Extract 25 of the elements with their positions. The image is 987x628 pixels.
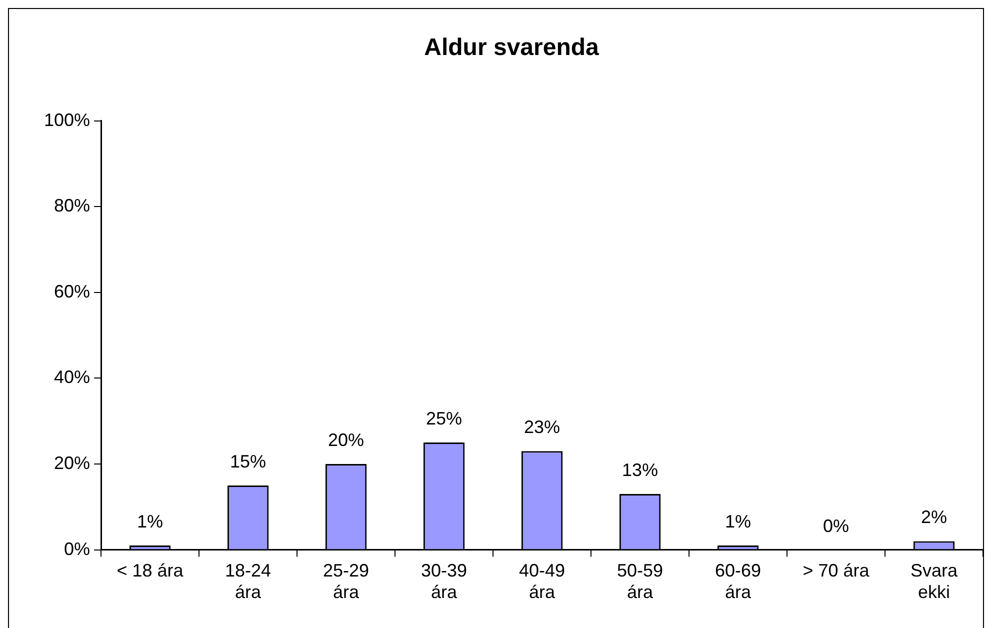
- y-tick-label: 80%: [54, 196, 90, 216]
- x-tick-label: 50-59 ára: [616, 560, 664, 602]
- x-tick-label: > 70 ára: [802, 560, 870, 581]
- data-label: 15%: [230, 451, 266, 472]
- x-tick-label: 30-39 ára: [421, 560, 468, 602]
- y-tick-label: 40%: [54, 367, 90, 388]
- y-tick-label: 100%: [44, 110, 90, 130]
- data-label: 1%: [725, 511, 752, 532]
- data-label: 25%: [426, 408, 462, 429]
- data-label: 13%: [622, 460, 658, 480]
- x-tick-label: 25-29 ára: [323, 560, 370, 602]
- x-tick-label: 18-24 ára: [225, 560, 272, 602]
- x-tick-label: 60-69 ára: [714, 560, 762, 602]
- chart-title: Aldur svarenda: [424, 34, 600, 62]
- x-tick-label: Svara ekki: [910, 560, 958, 602]
- data-label: 2%: [920, 507, 948, 528]
- x-tick-label: < 18 ára: [116, 560, 184, 581]
- data-label: 23%: [524, 417, 560, 438]
- y-tick-label: 60%: [54, 281, 90, 302]
- x-tick-label: 40-49 ára: [518, 560, 566, 602]
- data-label: 1%: [137, 511, 164, 532]
- data-label: 20%: [328, 430, 364, 450]
- y-tick-label: 0%: [64, 538, 90, 559]
- y-tick-label: 20%: [54, 452, 90, 473]
- data-label: 0%: [823, 516, 850, 536]
